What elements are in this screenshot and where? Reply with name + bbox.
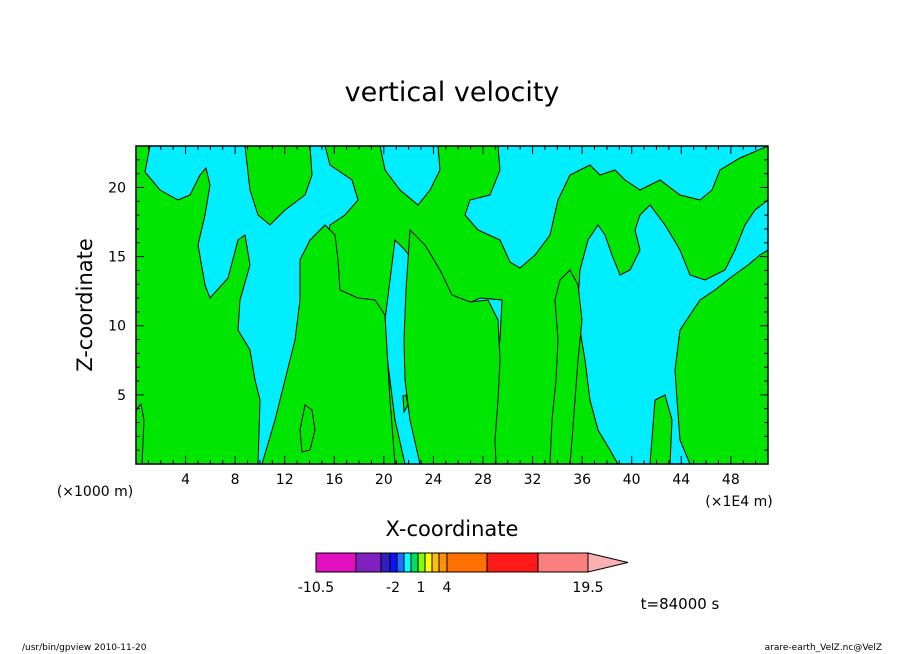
contour-region: [324, 146, 768, 464]
x-tick-label: 28: [474, 472, 492, 488]
colorbar-segment: [315, 552, 357, 573]
y-tick-label: 15: [108, 250, 126, 266]
contour-region: [299, 404, 316, 453]
x-unit-left: (×1000 m): [57, 484, 133, 500]
colorbar-segment: [446, 552, 488, 573]
colorbar-extension: [587, 552, 629, 573]
chart-title: vertical velocity: [345, 77, 560, 108]
colorbar-label: -10.5: [298, 580, 334, 596]
x-axis-label: X-coordinate: [386, 517, 519, 541]
colorbar-label: 19.5: [572, 580, 603, 596]
colorbar-segment: [537, 552, 589, 573]
x-tick-label: 24: [424, 472, 442, 488]
colorbar-segment: [424, 552, 433, 573]
x-tick-label: 12: [276, 472, 294, 488]
colorbar-segment: [403, 552, 412, 573]
colorbar-segment: [417, 552, 426, 573]
colorbar-segment: [486, 552, 539, 573]
colorbar-label: -2: [386, 580, 400, 596]
x-tick-label: 48: [722, 472, 740, 488]
colorbar-segment: [380, 552, 391, 573]
y-tick-label: 10: [108, 319, 126, 335]
contour-region: [261, 224, 396, 464]
footer-left: /usr/bin/gpview 2010-11-20: [22, 643, 147, 653]
colorbar-segment: [438, 552, 448, 573]
x-tick-label: 32: [524, 472, 542, 488]
y-axis-label: Z-coordinate: [73, 238, 97, 372]
contour-region: [244, 146, 313, 226]
x-ticks: 4 8 12 16 20 24 28 32 36 40 44 48: [147, 146, 757, 488]
contour-region: [136, 146, 261, 464]
x-tick-label: 20: [375, 472, 393, 488]
colorbar-label: 4: [443, 580, 452, 596]
x-tick-label: 8: [231, 472, 240, 488]
x-tick-label: 36: [573, 472, 591, 488]
colorbar: -10.5 -2 1 4 19.5: [298, 552, 629, 596]
time-label: t=84000 s: [641, 595, 720, 613]
x-unit-right: (×1E4 m): [705, 494, 772, 510]
footer-right: arare-earth_VelZ.nc@VelZ: [765, 643, 882, 653]
contour-region: [403, 228, 501, 464]
contour-region: [674, 249, 768, 464]
contour-region: [136, 402, 145, 464]
x-tick-label: 16: [325, 472, 343, 488]
contour-region: [549, 269, 583, 464]
y-tick-label: 5: [117, 388, 126, 404]
colorbar-segment: [355, 552, 382, 573]
colorbar-segment: [389, 552, 398, 573]
y-tick-label: 20: [108, 180, 126, 196]
x-tick-label: 40: [623, 472, 641, 488]
contour-region: [402, 394, 409, 414]
y-ticks: 5 10 15 20: [108, 159, 768, 451]
colorbar-label: 1: [417, 580, 426, 596]
colorbar-segment: [396, 552, 405, 573]
colorbar-segment: [431, 552, 440, 573]
x-tick-label: 44: [672, 472, 690, 488]
colorbar-segment: [410, 552, 419, 573]
contour-region: [649, 394, 673, 464]
x-tick-label: 4: [181, 472, 190, 488]
plot-frame: [135, 145, 769, 465]
